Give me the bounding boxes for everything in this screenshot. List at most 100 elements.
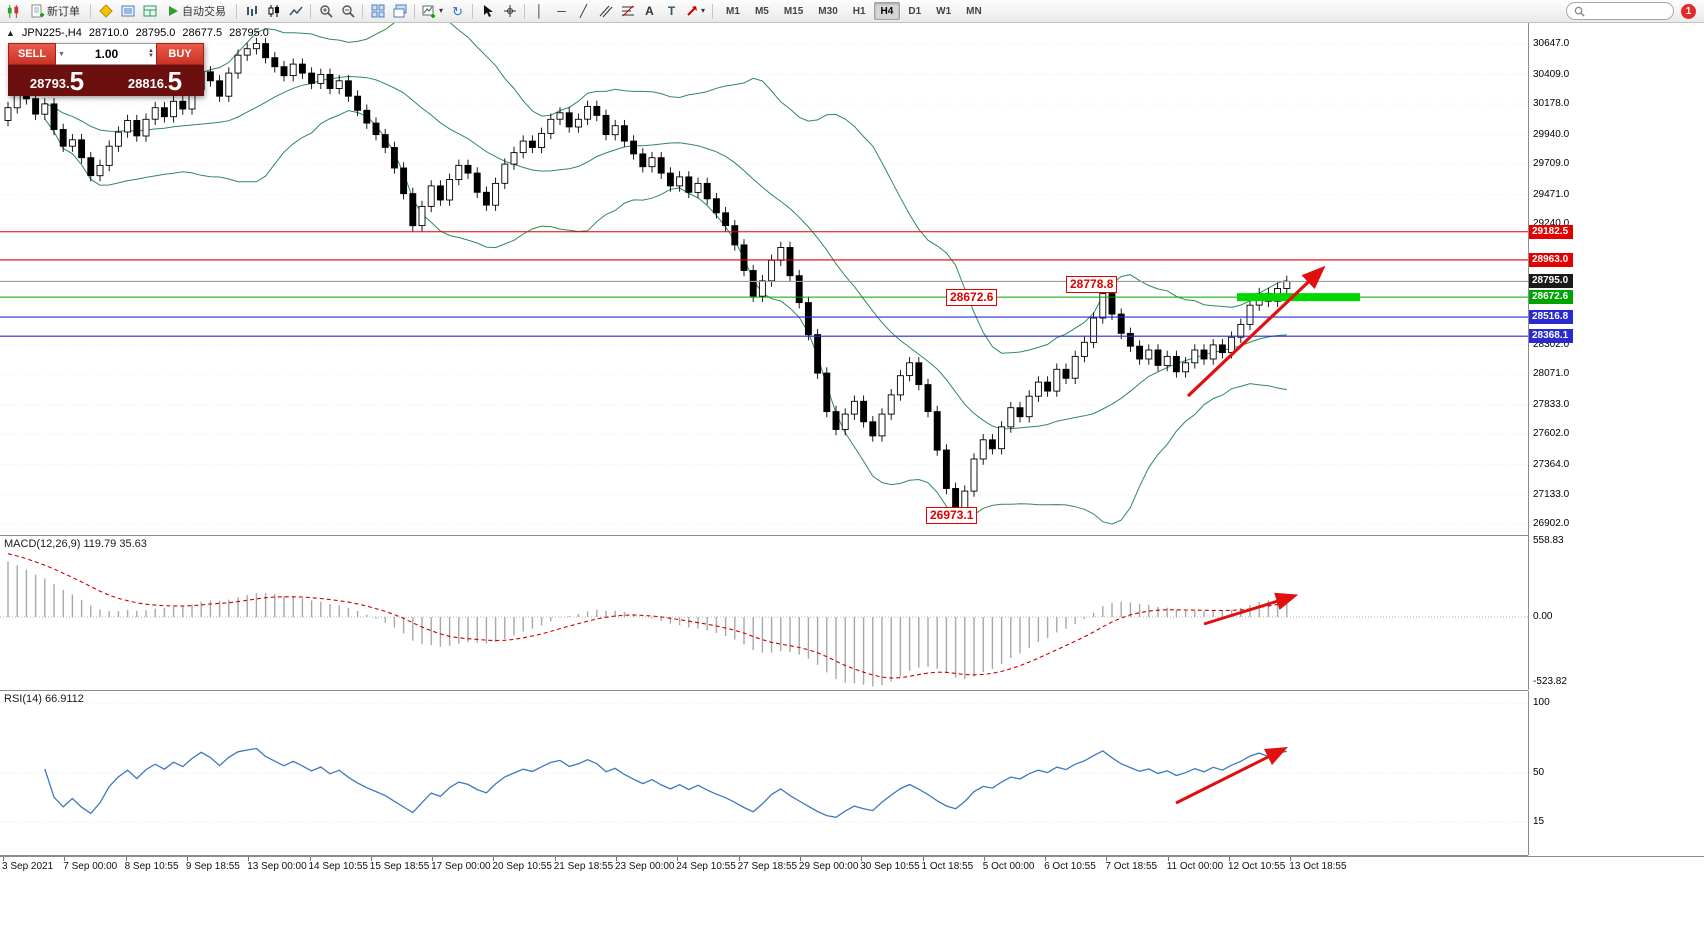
zoom-out-button[interactable] — [337, 2, 358, 21]
macd-panel[interactable]: MACD(12,26,9) 119.79 35.63 — [0, 536, 1528, 691]
zoom-in-button[interactable] — [315, 2, 336, 21]
trade-panel-toggle[interactable]: ▲ — [6, 28, 15, 38]
horizontal-line-button[interactable]: ─ — [551, 2, 572, 21]
chart-mini-icon — [3, 4, 24, 19]
toolbar-separator — [236, 3, 237, 19]
notification-badge[interactable]: 1 — [1681, 3, 1696, 19]
candlestick-chart[interactable] — [0, 22, 1528, 535]
text-icon: A — [645, 4, 654, 18]
search-icon — [1574, 6, 1585, 17]
text-label-button[interactable]: T — [661, 2, 682, 21]
toolbar-right: 1 — [1566, 2, 1701, 20]
timeframe-d1[interactable]: D1 — [901, 2, 928, 20]
terminal-button[interactable] — [139, 2, 160, 21]
timeframe-m5[interactable]: M5 — [748, 2, 776, 20]
new-order-button[interactable]: 新订单 — [25, 2, 86, 21]
price-axis[interactable]: 30647.0 30409.0 30178.0 29940.0 29709.0 29471… — [1528, 22, 1704, 536]
candlestick-chart-icon — [267, 4, 281, 18]
price-tick-label: 29709.0 — [1533, 158, 1570, 170]
text-button[interactable]: A — [639, 2, 660, 21]
toolbar-separator — [712, 3, 714, 19]
autotrading-label: 自动交易 — [182, 6, 226, 18]
new-chart-button[interactable]: ▾ — [419, 2, 446, 21]
price-level-badge: 28963.0 — [1529, 252, 1574, 267]
volume-stepper: ▲ ▼ — [148, 48, 154, 59]
timeframe-mn[interactable]: MN — [959, 2, 989, 20]
sell-price-main: 28793. — [29, 76, 70, 91]
horizontal-line-icon: ─ — [557, 4, 566, 18]
autotrading-button[interactable]: 自动交易 — [161, 2, 232, 21]
price-level-badge: 28795.0 — [1529, 274, 1574, 289]
volume-down-icon[interactable]: ▼ — [148, 53, 154, 59]
macd-plot — [0, 553, 1528, 687]
time-axis-tick — [248, 857, 250, 861]
metaeditor-icon — [98, 4, 113, 18]
time-axis-label: 17 Sep 00:00 — [431, 861, 491, 872]
toolbar-separator — [362, 3, 363, 19]
candlestick-chart-button[interactable] — [263, 2, 284, 21]
time-axis-tick — [799, 857, 801, 861]
time-axis[interactable]: 3 Sep 2021 7 Sep 00:00 8 Sep 10:55 9 Sep 18… — [0, 856, 1704, 875]
volume-input[interactable] — [66, 46, 147, 62]
volume-up-icon[interactable]: ▲ — [148, 48, 154, 54]
macd-axis: 558.83 0.00 -523.82 — [1528, 534, 1704, 690]
buy-price-main: 28816. — [127, 76, 168, 91]
time-axis-tick — [1106, 857, 1108, 861]
tile-windows-button[interactable] — [367, 2, 388, 21]
price-tick-label: 30647.0 — [1533, 38, 1570, 49]
line-chart-button[interactable] — [285, 2, 306, 21]
close-value: 28795.0 — [229, 27, 269, 39]
crosshair-button[interactable] — [499, 2, 520, 21]
time-axis-tick — [3, 857, 4, 861]
arrows-tool-button[interactable]: ▾ — [683, 2, 708, 21]
time-axis-label: 24 Sep 10:55 — [676, 861, 736, 872]
time-axis-tick — [432, 857, 434, 861]
timeframe-h4[interactable]: H4 — [873, 2, 901, 20]
price-tick-label: 29240.0 — [1533, 218, 1569, 229]
chevron-down-icon[interactable]: ▼ — [58, 50, 65, 58]
time-axis-tick — [983, 857, 985, 861]
metaeditor-button[interactable] — [95, 2, 116, 21]
market-watch-button[interactable] — [117, 2, 138, 21]
timeframe-m15[interactable]: M15 — [777, 2, 810, 20]
chart-profiles-button[interactable]: ↻ — [447, 2, 468, 21]
bar-chart-button[interactable] — [241, 2, 262, 21]
search-input[interactable] — [1589, 4, 1666, 18]
price-tick-label: 29471.0 — [1533, 188, 1570, 200]
sell-price[interactable]: 28793. 5 — [8, 65, 106, 96]
price-chart-panel[interactable]: ▲ JPN225-,H4 28710.0 28795.0 28677.5 287… — [0, 22, 1528, 536]
time-axis-label: 11 Oct 00:00 — [1166, 861, 1224, 872]
timeframe-w1[interactable]: W1 — [929, 2, 958, 20]
timeframe-h1[interactable]: H1 — [846, 2, 873, 20]
buy-button[interactable]: BUY — [156, 43, 204, 65]
buy-price[interactable]: 28816. 5 — [106, 65, 204, 96]
trendline-button[interactable]: ╱ — [573, 2, 594, 21]
time-axis-label: 7 Oct 18:55 — [1105, 861, 1158, 872]
fibonacci-button[interactable] — [617, 2, 638, 21]
timeframe-m30[interactable]: M30 — [811, 2, 844, 20]
price-tick-label: 26902.0 — [1533, 518, 1570, 530]
sell-button[interactable]: SELL — [8, 43, 56, 65]
rsi-panel[interactable]: RSI(14) 66.9112 — [0, 691, 1528, 856]
arrow-shape-icon — [686, 5, 698, 17]
price-tick-label: 28071.0 — [1533, 368, 1570, 380]
tile-windows-icon — [371, 4, 385, 18]
time-axis-label: 20 Sep 10:55 — [492, 861, 552, 872]
new-chart-icon — [422, 4, 436, 18]
search-box — [1566, 2, 1674, 20]
equidistant-channel-button[interactable] — [595, 2, 616, 21]
rsi-tick-label: 100 — [1533, 697, 1550, 708]
cursor-button[interactable] — [477, 2, 498, 21]
rsi-tick-label: 15 — [1533, 816, 1545, 827]
cascade-windows-button[interactable] — [389, 2, 410, 21]
vertical-line-button[interactable]: │ — [529, 2, 550, 21]
time-axis-label: 5 Oct 00:00 — [982, 861, 1035, 872]
open-value: 28710.0 — [88, 27, 129, 39]
timeframe-m1[interactable]: M1 — [719, 2, 747, 20]
toolbar-separator — [414, 3, 415, 19]
time-axis-tick — [554, 857, 556, 861]
chevron-down-icon: ▾ — [701, 6, 706, 15]
macd-tick-label: 558.83 — [1533, 534, 1564, 546]
zoom-in-icon — [319, 4, 333, 18]
